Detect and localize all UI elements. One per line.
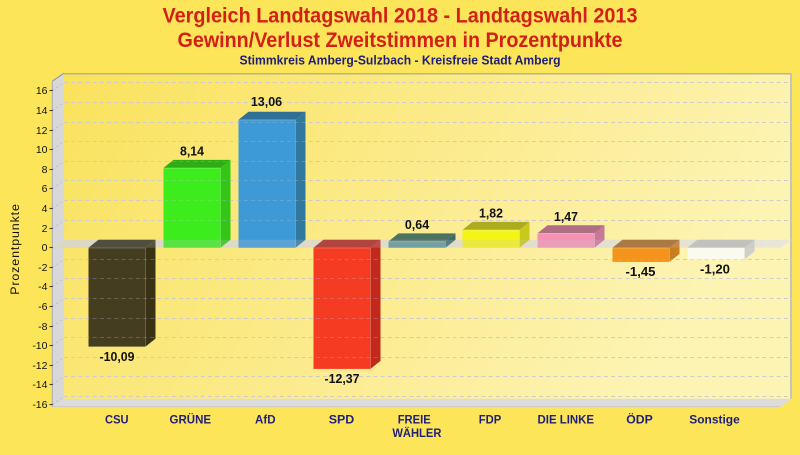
svg-text:-8: -8 xyxy=(38,321,47,333)
svg-text:6: 6 xyxy=(42,183,48,195)
svg-text:-14: -14 xyxy=(32,379,47,391)
svg-text:AfD: AfD xyxy=(255,412,276,426)
svg-text:12: 12 xyxy=(36,125,48,137)
svg-text:Sonstige: Sonstige xyxy=(689,412,740,426)
svg-text:1,82: 1,82 xyxy=(479,205,503,220)
svg-text:GRÜNE: GRÜNE xyxy=(170,411,212,426)
svg-text:CSU: CSU xyxy=(105,412,129,426)
svg-text:-1,20: -1,20 xyxy=(700,262,730,277)
svg-text:8,14: 8,14 xyxy=(180,143,205,158)
svg-text:0,64: 0,64 xyxy=(405,217,430,232)
svg-text:-2: -2 xyxy=(38,262,47,274)
svg-text:-6: -6 xyxy=(38,301,47,313)
svg-text:FREIE: FREIE xyxy=(398,412,431,426)
svg-text:0: 0 xyxy=(42,242,48,254)
svg-text:SPD: SPD xyxy=(329,412,355,426)
svg-text:WÄHLER: WÄHLER xyxy=(392,425,441,440)
svg-text:Vergleich Landtagswahl 2018 -: Vergleich Landtagswahl 2018 - Landtagswa… xyxy=(163,3,638,28)
svg-text:13,06: 13,06 xyxy=(251,94,282,109)
svg-text:DIE LINKE: DIE LINKE xyxy=(538,412,595,426)
svg-text:8: 8 xyxy=(42,164,48,176)
svg-text:-10: -10 xyxy=(32,340,47,352)
svg-text:ÖDP: ÖDP xyxy=(626,411,653,426)
svg-text:FDP: FDP xyxy=(479,412,502,426)
svg-text:10: 10 xyxy=(36,144,48,156)
svg-text:Gewinn/Verlust Zweitstimmen in: Gewinn/Verlust Zweitstimmen in Prozentpu… xyxy=(178,27,623,52)
svg-text:2: 2 xyxy=(42,223,48,235)
svg-text:Stimmkreis Amberg-Sulzbach - K: Stimmkreis Amberg-Sulzbach - Kreisfreie … xyxy=(240,53,561,67)
svg-text:-12: -12 xyxy=(32,360,47,372)
svg-text:Prozentpunkte: Prozentpunkte xyxy=(8,203,22,295)
svg-text:-10,09: -10,09 xyxy=(100,349,135,364)
svg-text:4: 4 xyxy=(42,203,48,215)
svg-text:-12,37: -12,37 xyxy=(325,371,360,386)
svg-text:-4: -4 xyxy=(38,281,47,293)
svg-text:-16: -16 xyxy=(32,399,47,411)
svg-text:14: 14 xyxy=(36,105,48,117)
svg-text:1,47: 1,47 xyxy=(554,209,578,224)
svg-text:-1,45: -1,45 xyxy=(626,264,656,279)
svg-text:16: 16 xyxy=(36,85,48,97)
